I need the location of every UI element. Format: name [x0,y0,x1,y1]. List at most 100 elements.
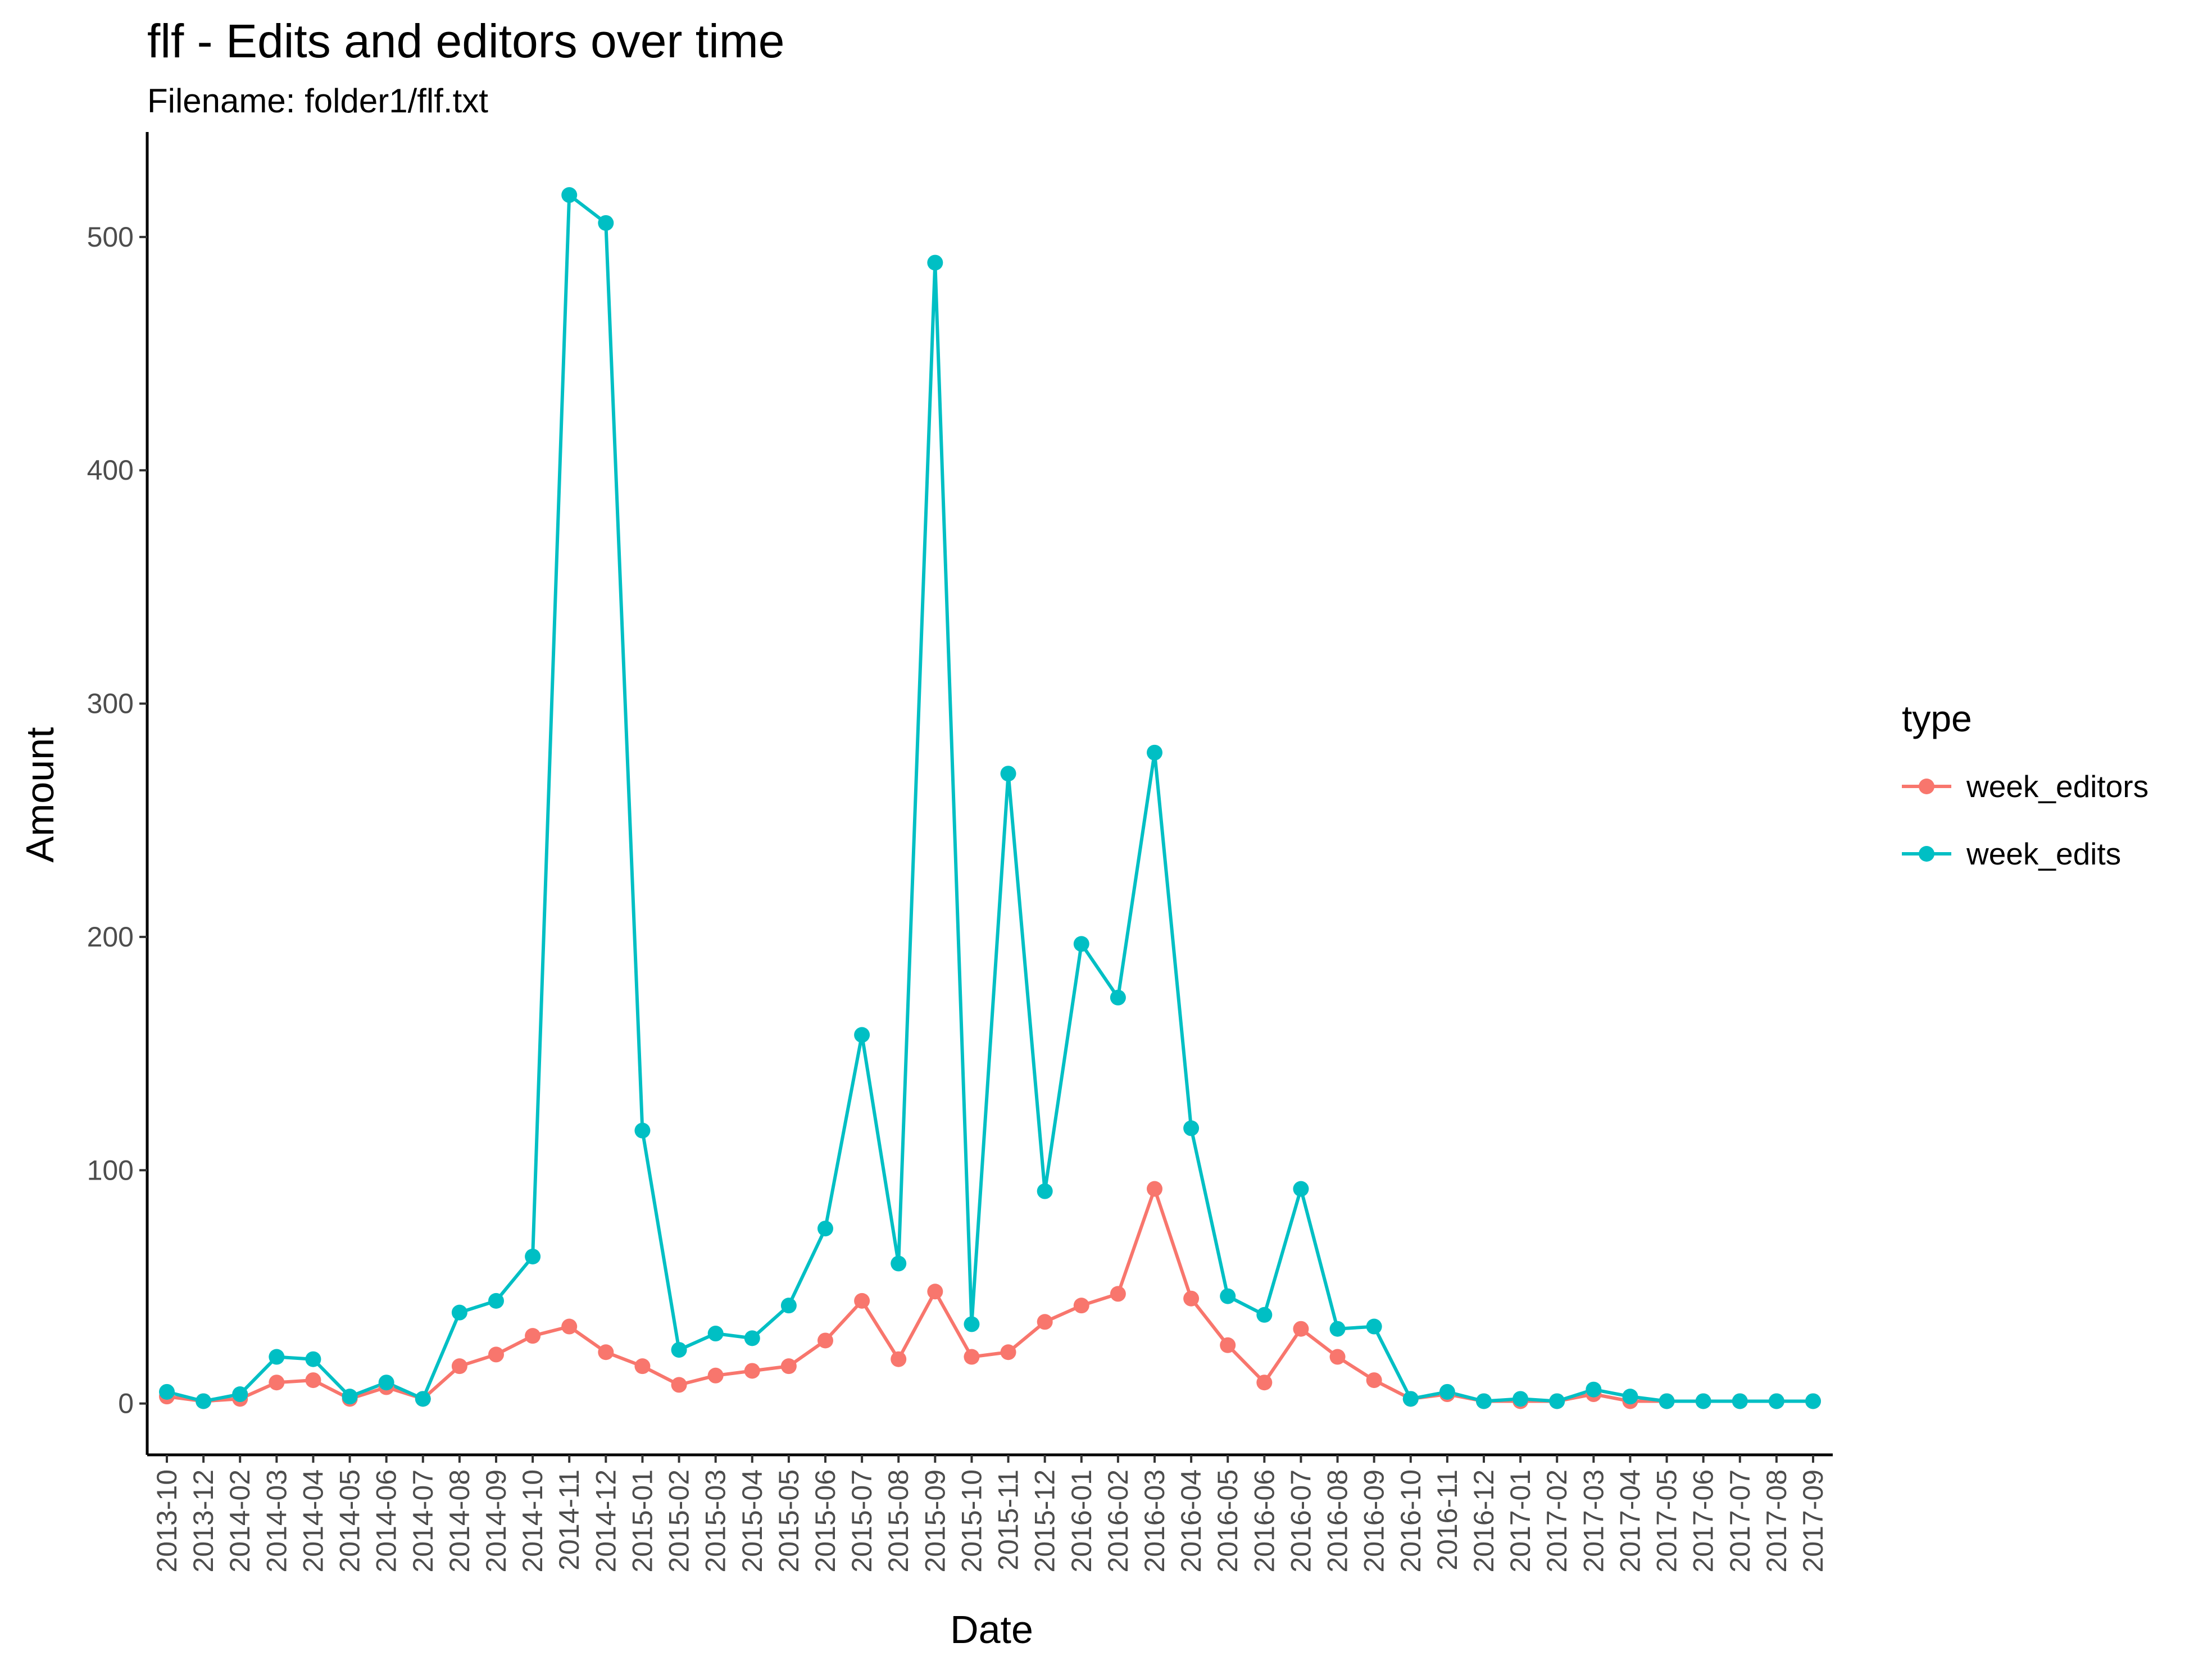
data-point-week_editors [1037,1314,1053,1330]
x-tick-label: 2016-07 [1285,1469,1316,1573]
x-tick-label: 2016-04 [1175,1469,1207,1573]
x-tick-label: 2015-11 [993,1469,1024,1571]
x-tick-label: 2017-03 [1578,1469,1609,1573]
x-tick-label: 2015-12 [1029,1469,1061,1573]
data-point-week_edits [1110,989,1126,1005]
data-point-week_edits [1256,1307,1273,1323]
data-point-week_edits [1586,1381,1602,1398]
data-point-week_edits [305,1351,321,1367]
x-tick-label: 2016-10 [1395,1469,1427,1573]
y-tick-label: 300 [87,688,134,720]
x-tick-label: 2017-04 [1614,1469,1646,1573]
x-tick-label: 2016-03 [1139,1469,1170,1573]
data-point-week_editors [1329,1349,1346,1365]
data-point-week_edits [1768,1393,1784,1409]
x-tick-label: 2017-06 [1688,1469,1719,1573]
data-point-week_editors [964,1349,980,1365]
data-point-week_edits [707,1326,724,1342]
data-point-week_editors [561,1318,578,1335]
data-point-week_editors [598,1344,614,1360]
data-point-week_edits [1183,1120,1200,1136]
data-point-week_edits [1622,1389,1638,1405]
data-point-week_edits [561,187,578,203]
data-point-week_edits [1073,936,1089,952]
data-point-week_editors [451,1358,467,1375]
x-tick-label: 2013-12 [188,1469,219,1573]
x-tick-label: 2016-12 [1468,1469,1500,1573]
data-point-week_edits [634,1122,651,1139]
data-point-week_editors [854,1293,870,1309]
data-point-week_editors [1147,1181,1162,1197]
x-tick-label: 2015-04 [737,1469,768,1573]
x-tick-label: 2015-06 [810,1469,841,1573]
x-tick-label: 2015-08 [883,1469,914,1573]
x-tick-label: 2017-09 [1797,1469,1829,1573]
x-tick-label: 2014-12 [590,1469,621,1573]
x-tick-label: 2014-05 [334,1469,366,1573]
data-point-week_edits [1805,1393,1821,1409]
x-tick-label: 2016-11 [1432,1469,1463,1571]
x-tick-label: 2016-09 [1359,1469,1390,1573]
x-tick-label: 2016-05 [1212,1469,1243,1573]
data-point-week_edits [1549,1393,1565,1409]
data-point-week_edits [415,1391,431,1407]
data-point-week_editors [1256,1375,1273,1391]
x-tick-label: 2017-07 [1724,1469,1756,1573]
x-tick-label: 2016-08 [1322,1469,1353,1573]
x-tick-label: 2017-08 [1761,1469,1792,1573]
y-tick-label: 0 [118,1388,134,1419]
data-point-week_edits [1000,766,1016,782]
data-point-week_edits [1512,1391,1529,1407]
x-tick-label: 2014-02 [224,1469,256,1573]
data-point-week_editors [1183,1290,1200,1307]
x-tick-label: 2015-02 [664,1469,695,1573]
data-point-week_edits [488,1293,504,1309]
x-tick-label: 2016-06 [1248,1469,1280,1573]
data-point-week_edits [891,1255,907,1272]
x-tick-label: 2017-05 [1651,1469,1683,1573]
data-point-week_edits [1695,1393,1711,1409]
data-point-week_edits [780,1298,797,1314]
data-point-week_edits [1439,1384,1455,1400]
series-line-week_editors [166,1187,1813,1403]
data-point-week_edits [1732,1393,1748,1409]
data-point-week_edits [1220,1288,1236,1304]
y-tick-label: 200 [87,921,134,953]
legend-label: week_editors [1966,769,2149,804]
x-axis-title: Date [950,1608,1033,1651]
chart-title: flf - Edits and editors over time [147,15,784,67]
data-point-week_edits [927,254,943,271]
data-point-week_edits [1659,1393,1675,1409]
x-tick-label: 2014-03 [261,1469,292,1573]
data-point-week_editors [927,1284,943,1300]
data-point-week_edits [232,1386,248,1403]
data-point-week_editors [671,1377,687,1393]
x-tick-label: 2015-01 [626,1469,658,1573]
data-point-week_edits [451,1304,467,1321]
x-tick-label: 2015-03 [700,1469,732,1573]
data-point-week_edits [598,215,614,231]
x-tick-label: 2014-08 [444,1469,475,1573]
data-point-week_edits [1293,1181,1309,1197]
data-point-week_editors [707,1367,724,1384]
data-point-week_edits [1329,1321,1346,1337]
data-point-week_editors [744,1363,760,1379]
data-point-week_edits [1366,1318,1382,1335]
x-tick-label: 2016-02 [1102,1469,1134,1573]
x-tick-label: 2014-09 [480,1469,512,1573]
data-point-week_edits [525,1248,541,1264]
data-point-week_edits [378,1375,394,1391]
y-tick-label: 400 [87,454,134,486]
data-point-week_edits [269,1349,285,1365]
y-tick-label: 500 [87,221,134,253]
data-point-week_edits [342,1389,358,1405]
data-point-week_edits [854,1027,870,1043]
data-point-week_edits [159,1384,175,1400]
data-point-week_editors [634,1358,651,1375]
data-point-week_editors [269,1375,285,1391]
x-tick-label: 2014-11 [553,1469,585,1571]
data-point-week_edits [1402,1391,1419,1407]
legend-key-point [1919,846,1934,862]
